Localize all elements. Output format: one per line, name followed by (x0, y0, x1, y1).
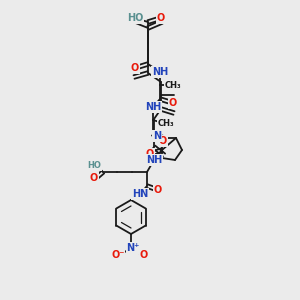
Text: N: N (153, 131, 161, 141)
Text: NH: NH (152, 67, 168, 77)
Text: O: O (154, 185, 162, 195)
Text: O: O (140, 250, 148, 260)
Text: HN: HN (132, 189, 148, 199)
Text: O: O (159, 136, 167, 146)
Text: O: O (146, 149, 154, 159)
Text: N⁺: N⁺ (126, 243, 140, 253)
Text: O: O (131, 63, 139, 73)
Text: CH₃: CH₃ (158, 119, 174, 128)
Text: CH₃: CH₃ (165, 80, 181, 89)
Text: O: O (157, 13, 165, 23)
Text: O: O (90, 173, 98, 183)
Text: HO: HO (87, 161, 101, 170)
Text: O: O (169, 98, 177, 108)
Text: O⁻: O⁻ (111, 250, 125, 260)
Text: NH: NH (145, 102, 161, 112)
Text: HO: HO (127, 13, 143, 23)
Text: NH: NH (146, 155, 162, 165)
